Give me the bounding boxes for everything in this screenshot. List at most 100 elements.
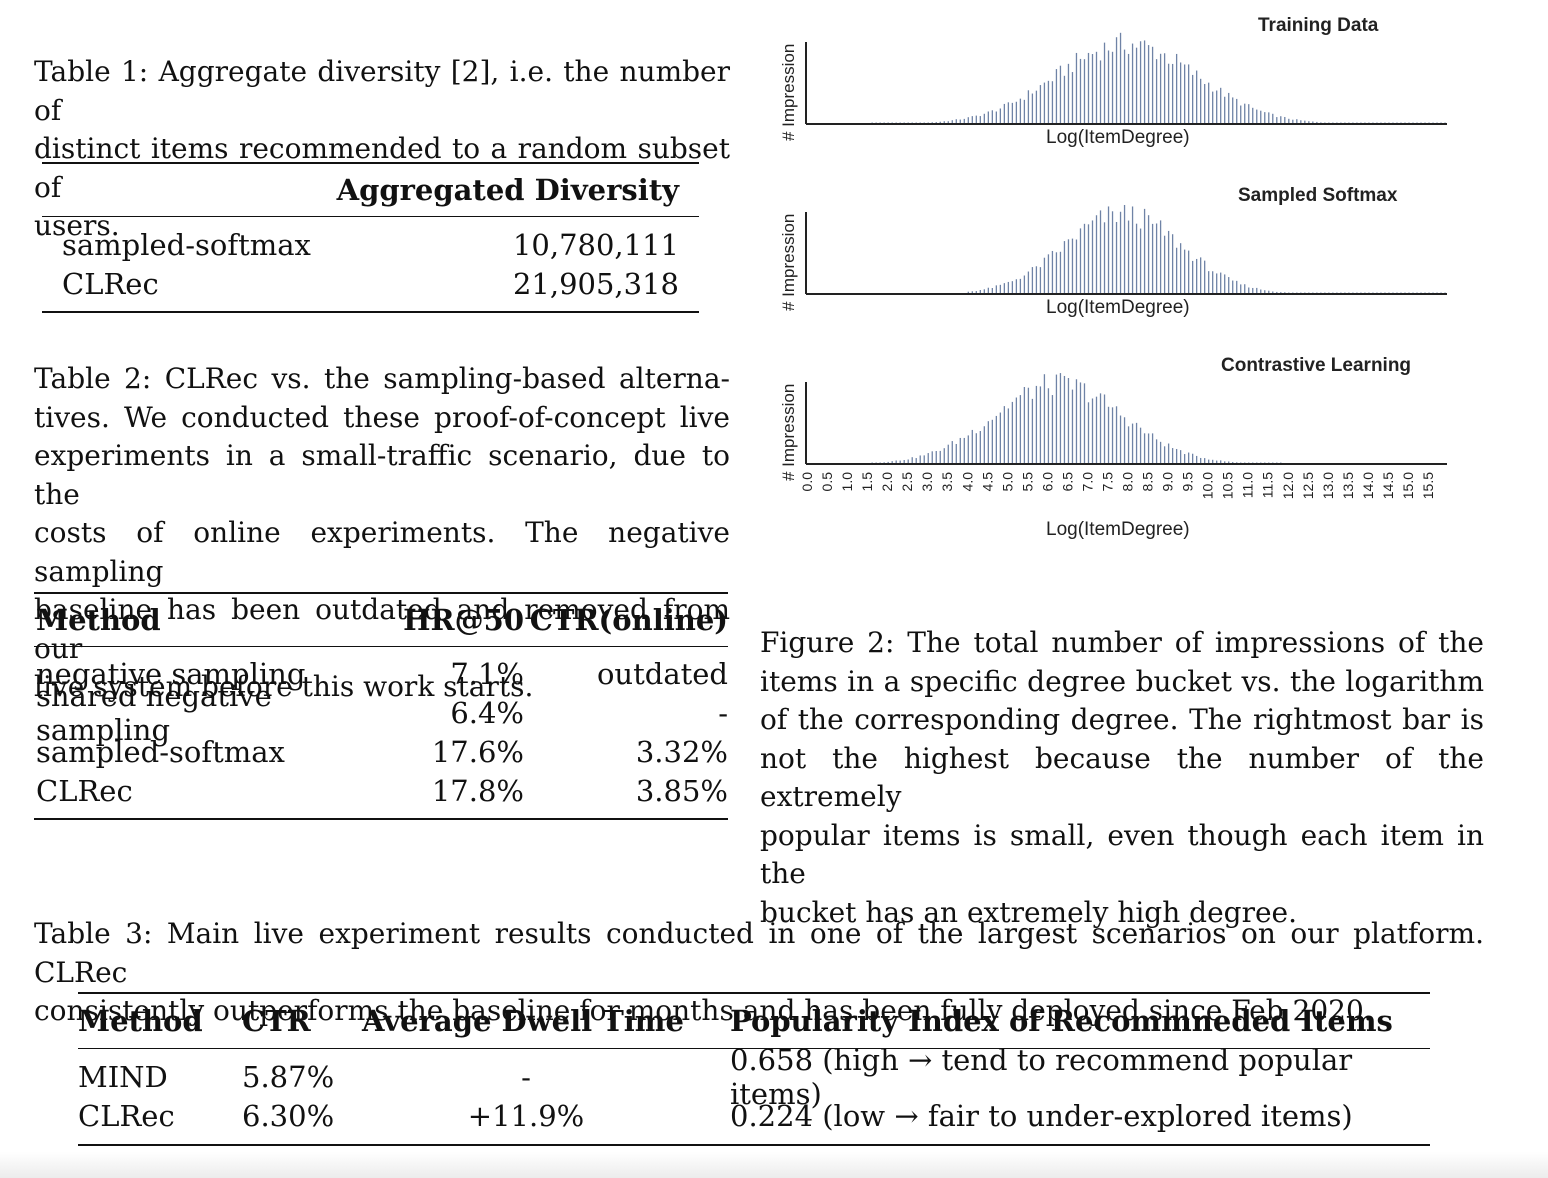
histogram-bar (1155, 223, 1158, 294)
chart-title: Sampled Softmax (1238, 185, 1398, 206)
histogram-bar (1059, 251, 1062, 294)
histogram-bar (959, 119, 961, 124)
cell-value: 21,905,318 (512, 266, 679, 301)
table-header-row: Method HR@50 CTR(online) (34, 594, 728, 646)
histogram-bar (1292, 119, 1294, 124)
cell-hr50: 17.6% (431, 734, 524, 769)
histogram-bar (943, 121, 945, 124)
histogram-bar (1027, 387, 1030, 464)
histogram-bar (1228, 277, 1230, 294)
histogram-bar (1103, 222, 1106, 294)
histogram-bar (1119, 211, 1122, 294)
histogram-bar (911, 457, 913, 464)
histogram-bar (1027, 90, 1030, 124)
histogram-bar (1179, 450, 1182, 464)
histogram-bar (939, 121, 941, 124)
histogram-bar (1276, 117, 1278, 124)
histogram-bar (1055, 252, 1058, 294)
histogram-bar (1119, 32, 1122, 124)
histogram-bar (1035, 266, 1038, 294)
histogram-bar (955, 119, 957, 124)
histogram-bar (1003, 283, 1006, 294)
histogram-bar (1039, 85, 1042, 124)
figure2-charts: 0.0 0.5 1.0 1.5 2.0 2.5 3.0 3.5 4.0 4.5 5.0 5.5 6.0 6… (799, 32, 1447, 499)
x-tick-label: 8.0 (1120, 472, 1136, 492)
histogram-panel (805, 204, 1447, 295)
x-tick-label: 13.0 (1320, 472, 1336, 499)
histogram-bar (1083, 59, 1086, 124)
histogram-bar (1095, 396, 1098, 464)
x-tick-label: 11.5 (1260, 472, 1276, 498)
table-bottom-rule (78, 1144, 1430, 1146)
histogram-bar (1127, 426, 1130, 464)
header-hr50: HR@50 (403, 603, 524, 637)
histogram-bar (899, 460, 901, 464)
histogram-bar (887, 461, 889, 464)
histogram-bar (1087, 224, 1090, 294)
histogram-bar (1256, 109, 1258, 124)
histogram-bar (1071, 238, 1074, 294)
histogram-bar (1192, 260, 1194, 294)
histogram-bar (1007, 281, 1010, 294)
histogram-bar (1236, 280, 1238, 294)
table-bottom-rule (34, 818, 728, 820)
histogram-bar (1011, 401, 1014, 464)
histogram-bar (963, 118, 965, 124)
histogram-bar (1163, 235, 1166, 294)
histogram-bar (1216, 90, 1218, 124)
x-tick-label: 1.0 (839, 472, 855, 492)
histogram-bar (1135, 47, 1138, 124)
histogram-bar (1163, 446, 1166, 464)
table-mid-rule (42, 216, 699, 217)
table3-caption: Table 3: Main live experiment results co… (34, 915, 1484, 1031)
histogram-bar (1139, 41, 1142, 124)
caption-line: distinct items recommended to a random s… (34, 132, 730, 204)
histogram-bar (983, 113, 985, 124)
histogram-bar (1272, 113, 1274, 124)
x-axis-label: Log(ItemDegree) (1046, 519, 1190, 540)
header-ctr-online: CTR(online) (529, 603, 728, 637)
histogram-bar (1200, 257, 1202, 294)
histogram-bar (1007, 408, 1010, 464)
histogram-bar (1163, 53, 1166, 124)
caption-line: not the highest because the number of th… (760, 741, 1484, 814)
x-tick-label: 0.5 (819, 472, 835, 492)
x-tick-label: 2.5 (899, 472, 915, 492)
histogram-bar (1103, 394, 1106, 464)
histogram-bar (1003, 406, 1006, 464)
histogram-bar (1220, 87, 1222, 124)
histogram-bar (1031, 398, 1034, 464)
x-tick-label: 9.5 (1180, 472, 1196, 492)
header-aggregated-diversity: Aggregated Diversity (336, 173, 679, 207)
histogram-bar (1204, 83, 1206, 124)
histogram-bar (1260, 110, 1262, 124)
histogram-bar (1200, 78, 1202, 124)
x-tick-label: 5.0 (999, 472, 1015, 492)
caption-line: Table 3: Main live experiment results co… (34, 917, 1484, 989)
histogram-bar (1187, 250, 1190, 294)
histogram-bar (1095, 51, 1098, 124)
histogram-bar (1007, 102, 1010, 124)
x-tick-label: 3.0 (919, 472, 935, 492)
cell-ctr: 6.30% (242, 1098, 335, 1133)
histogram-bar (979, 290, 981, 294)
histogram-bar (1075, 239, 1078, 294)
figure2-caption: Figure 2: The total number of impression… (760, 624, 1484, 932)
histogram-bar (1212, 459, 1214, 464)
histogram-bar (1268, 112, 1270, 124)
histogram-bar (1015, 101, 1018, 124)
x-tick-label: 0.0 (799, 472, 815, 492)
histogram-bar (967, 117, 969, 124)
histogram-bar (963, 437, 965, 464)
histogram-bar (1240, 105, 1242, 124)
histogram-bar (1011, 281, 1014, 294)
histogram-bar (1107, 206, 1110, 294)
table-mid-rule (34, 646, 728, 647)
x-tick-label: 12.0 (1280, 472, 1296, 499)
histogram-bar (947, 121, 949, 124)
table-row: negative sampling 7.1% outdated (34, 654, 728, 693)
histogram-bar (967, 291, 969, 294)
caption-line: costs of online experiments. The negativ… (34, 516, 730, 588)
histogram-bar (1220, 272, 1222, 294)
histogram-bar (1220, 460, 1222, 464)
